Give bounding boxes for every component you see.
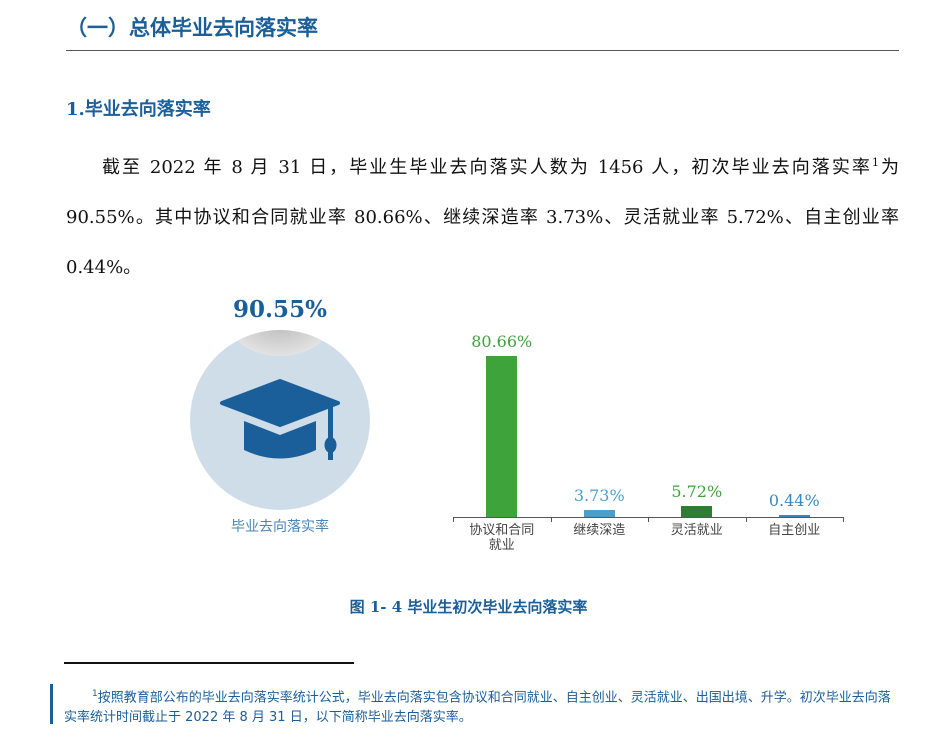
category-label-line: 自主创业 [768, 523, 821, 538]
divider [66, 50, 899, 51]
category-label: 协议和合同 就业 [453, 523, 550, 553]
bar-2 [681, 505, 713, 517]
axis-tick [453, 517, 454, 522]
data-label: 80.66% [471, 332, 533, 351]
category-label-line: 就业 [488, 538, 515, 553]
data-label: 3.73% [573, 485, 625, 505]
category-label-line: 继续深造 [573, 523, 626, 538]
category-label: 自主创业 [746, 523, 843, 538]
axis-tick [648, 517, 649, 522]
category-label: 灵活就业 [648, 523, 745, 538]
body-paragraph: 截至 2022 年 8 月 31 日，毕业生毕业去向落实人数为 1456 人，初… [66, 138, 899, 293]
figure-caption: 图 1- 4 毕业生初次毕业去向落实率 [349, 598, 588, 616]
footnote-ref[interactable]: 1 [871, 156, 879, 169]
bar-3 [778, 515, 810, 517]
axis-tick [745, 517, 747, 522]
axis-tick [550, 517, 552, 522]
data-label: 5.72% [671, 481, 723, 501]
x-axis [453, 517, 843, 518]
data-label: 0.44% [768, 491, 820, 510]
overall-rate-value: 90.55% [233, 296, 327, 323]
footnote-marker-bar [50, 684, 53, 724]
rate-circle [190, 330, 370, 510]
paragraph-text: 为 90.55%。其中协议和合同就业率 80.66%、继续深造率 3.73%、灵… [66, 157, 899, 278]
subsection-title: 1.毕业去向落实率 [66, 99, 211, 120]
footnote-number: 1 [92, 689, 98, 699]
category-label-line: 灵活就业 [670, 523, 723, 538]
category-label-line: 协议和合同 [469, 523, 535, 538]
footnote-divider [64, 662, 354, 664]
footnote: 1按照教育部公布的毕业去向落实率统计公式，毕业去向落实包含协议和合同就业、自主创… [64, 684, 899, 728]
rate-label: 毕业去向落实率 [231, 519, 329, 535]
bar-1 [583, 509, 615, 517]
section-title: （一）总体毕业去向落实率 [66, 16, 318, 40]
bar-0 [486, 356, 518, 517]
category-label: 继续深造 [551, 523, 648, 538]
wave-decoration [230, 330, 330, 356]
graduation-cap-icon [220, 379, 340, 460]
paragraph-text: 截至 2022 年 8 月 31 日，毕业生毕业去向落实人数为 1456 人，初… [102, 157, 872, 178]
footnote-text: 按照教育部公布的毕业去向落实率统计公式，毕业去向落实包含协议和合同就业、自主创业… [64, 690, 891, 726]
axis-tick [843, 517, 844, 522]
